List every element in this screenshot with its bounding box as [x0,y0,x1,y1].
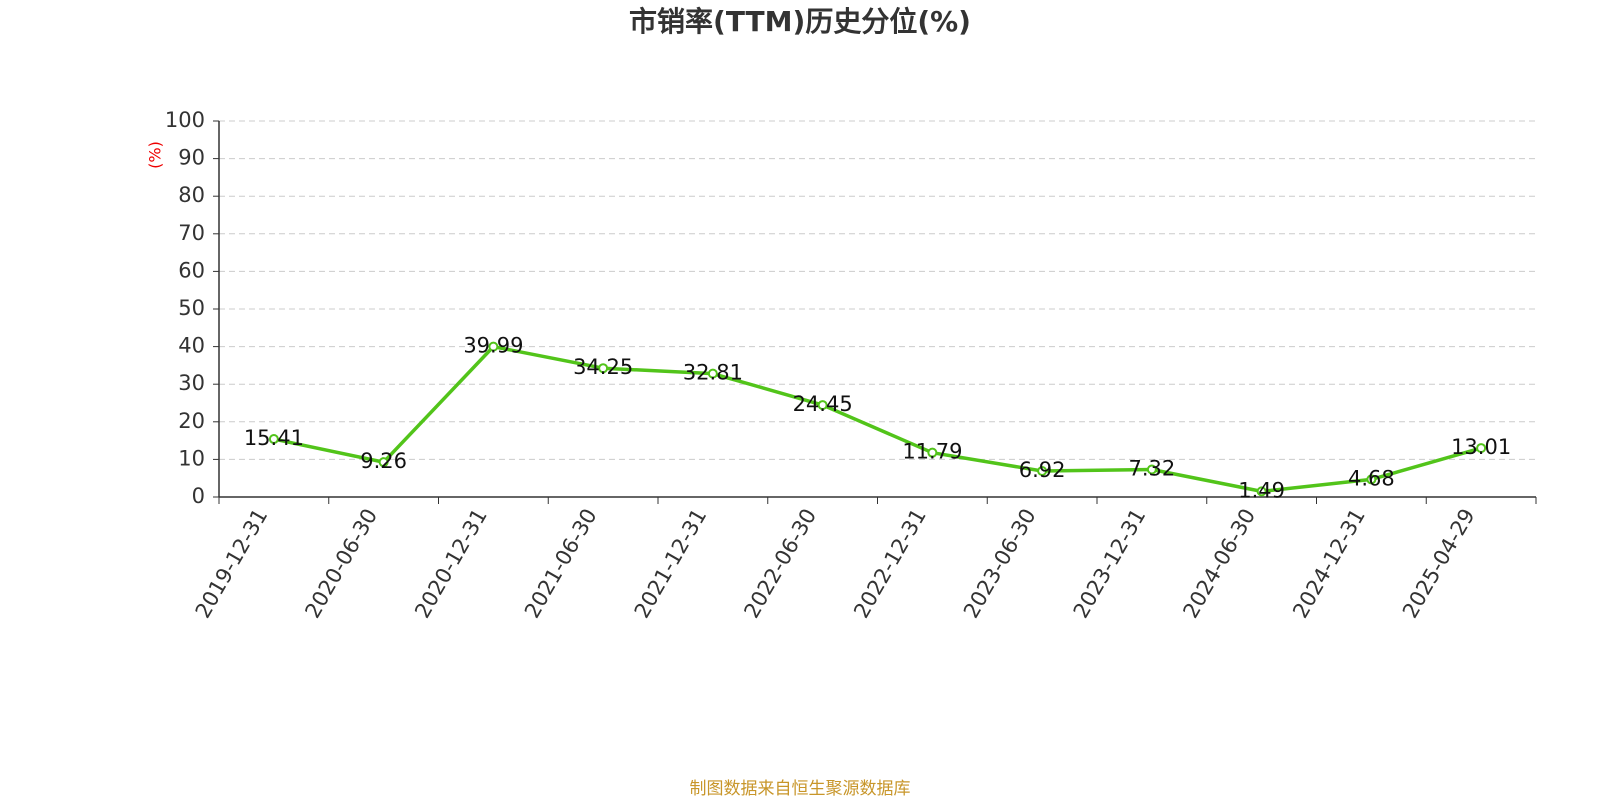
data-label: 1.49 [1238,478,1285,502]
chart-title: 市销率(TTM)历史分位(%) [629,5,971,38]
data-label: 39.99 [463,334,523,358]
y-tick-label: 40 [178,334,205,358]
y-tick-label: 0 [192,484,205,508]
x-tick-label: 2023-06-30 [959,505,1041,623]
source-note: 制图数据来自恒生聚源数据库 [690,779,911,799]
data-label: 24.45 [793,392,853,416]
x-tick-label: 2022-06-30 [739,505,821,623]
x-tick-label: 2023-12-31 [1069,505,1151,623]
x-tick-label: 2020-12-31 [410,505,492,623]
x-tick-label: 2025-04-29 [1398,505,1480,623]
x-tick-label: 2020-06-30 [300,505,382,623]
x-tick-label: 2021-06-30 [520,505,602,623]
marker [1146,464,1157,475]
data-label: 7.32 [1128,456,1175,480]
marker [1366,474,1377,485]
x-tick-label: 2024-12-31 [1288,505,1370,623]
y-tick-label: 60 [178,258,205,282]
y-tick-label: 80 [178,183,205,207]
data-label: 13.01 [1451,435,1511,459]
data-label: 6.92 [1019,458,1066,482]
marker [927,447,938,458]
y-tick-label: 30 [178,371,205,395]
y-tick-label: 10 [178,446,205,470]
marker [1037,465,1048,476]
marker [1256,486,1267,497]
y-tick-label: 100 [165,108,205,132]
y-axis-label: (%) [146,141,165,169]
y-tick-label: 50 [178,296,205,320]
data-label: 4.68 [1348,466,1395,490]
marker [598,363,609,374]
x-tick-label: 2021-12-31 [630,505,712,623]
line [273,344,1482,494]
y-tick-label: 90 [178,146,205,170]
data-label: 34.25 [573,355,633,379]
data-label: 15.41 [244,426,304,450]
marker [268,434,279,445]
x-tick-label: 2022-12-31 [849,505,931,623]
y-tick-label: 70 [178,221,205,245]
marker [488,341,499,352]
data-label: 32.81 [683,361,743,385]
data-label: 11.79 [902,440,962,464]
marker [1476,443,1487,454]
marker [817,400,828,411]
marker [378,457,389,468]
x-tick-label: 2024-06-30 [1178,505,1260,623]
y-tick-label: 20 [178,409,205,433]
data-label: 9.26 [360,449,407,473]
marker [707,368,718,379]
x-tick-label: 2019-12-31 [191,505,273,623]
